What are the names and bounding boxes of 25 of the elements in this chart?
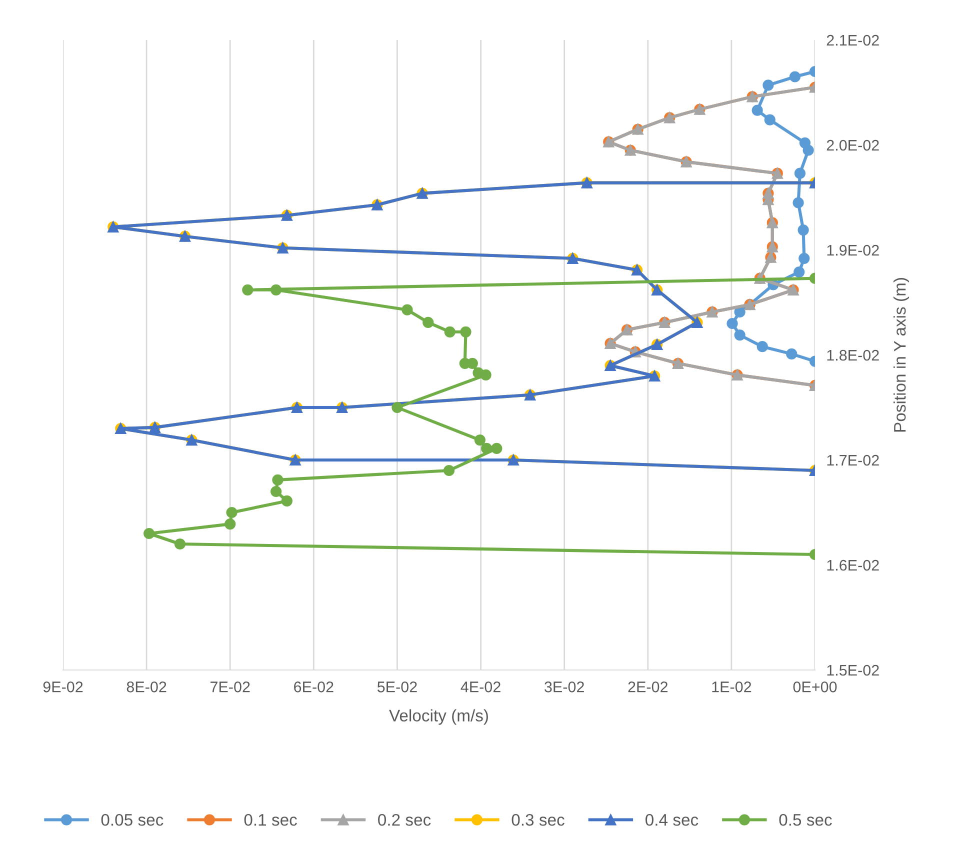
legend-label: 0.2 sec [378, 814, 431, 826]
y-tick-label: 1.8E-02 [827, 350, 879, 361]
x-tick-label: 2E-02 [628, 682, 668, 692]
y-axis-title: Position in Y axis (m) [894, 278, 910, 432]
legend-label: 0.1 sec [244, 814, 297, 826]
x-tick-label: 0E+00 [793, 682, 837, 692]
y-tick-label: 2.1E-02 [826, 34, 879, 46]
x-tick-label: 1E-02 [712, 682, 752, 692]
x-tick-label: 9E-02 [43, 682, 83, 692]
legend-label: 0.05 sec [101, 814, 164, 826]
y-tick-label: 1.7E-02 [827, 454, 879, 466]
x-tick-label: 3E-02 [544, 682, 584, 692]
y-tick-label: 1.9E-02 [827, 244, 879, 256]
x-axis-title: Velocity (m/s) [389, 709, 488, 725]
x-tick-label: 7E-02 [210, 682, 250, 692]
y-tick-label: 2.0E-02 [826, 140, 879, 151]
x-tick-label: 6E-02 [294, 682, 334, 692]
legend-label: 0.3 sec [512, 814, 564, 826]
x-tick-label: 8E-02 [126, 682, 166, 692]
legend-label: 0.5 sec [779, 814, 832, 826]
legend-label: 0.4 sec [646, 814, 698, 826]
x-tick-label: 5E-02 [377, 682, 417, 692]
y-tick-label: 1.5E-02 [827, 664, 879, 676]
y-tick-label: 1.6E-02 [827, 560, 879, 571]
x-tick-label: 4E-02 [460, 682, 500, 692]
